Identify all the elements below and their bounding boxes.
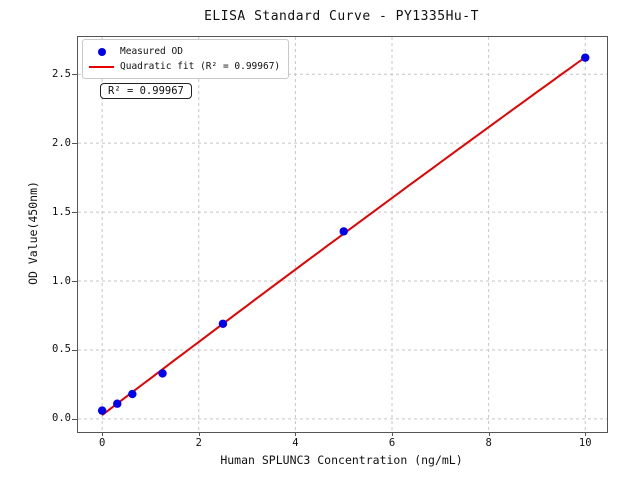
x-tick-label: 8	[485, 437, 492, 449]
plot-area	[77, 36, 608, 433]
y-tick-label: 0.5	[52, 343, 71, 356]
y-tick-label: 2.5	[52, 67, 71, 80]
x-tick-mark	[198, 432, 200, 436]
y-tick-mark	[72, 74, 77, 76]
legend-label-quadratic-fit: Quadratic fit (R² = 0.99967)	[120, 61, 281, 72]
data-point	[339, 227, 348, 236]
y-tick-mark	[72, 212, 77, 214]
x-tick-label: 2	[195, 437, 202, 449]
legend-line-icon	[89, 65, 114, 68]
x-tick-mark	[392, 432, 394, 436]
x-tick-label: 10	[578, 437, 592, 449]
legend-marker-cell	[83, 47, 120, 56]
y-tick-label: 1.5	[52, 205, 71, 218]
y-tick-label: 2.0	[52, 136, 71, 149]
data-point	[97, 406, 107, 415]
quadratic-fit-line	[101, 56, 586, 416]
r-squared-annotation: R² = 0.99967	[100, 83, 192, 99]
plot-canvas	[78, 37, 607, 432]
x-tick-mark	[102, 432, 104, 436]
y-axis-label: OD Value(450nm)	[26, 181, 40, 285]
x-axis-label: Human SPLUNC3 Concentration (ng/mL)	[220, 453, 463, 467]
data-point	[128, 389, 137, 399]
y-tick-label: 1.0	[52, 274, 71, 287]
chart-title: ELISA Standard Curve - PY1335Hu-T	[204, 9, 479, 24]
y-tick-mark	[72, 418, 77, 420]
x-tick-mark	[295, 432, 297, 436]
y-tick-mark	[72, 281, 77, 283]
legend-marker-cell	[83, 65, 120, 68]
data-point	[581, 53, 590, 62]
x-tick-mark	[585, 432, 587, 436]
y-tick-label: 0.0	[52, 412, 71, 425]
y-tick-mark	[72, 143, 77, 145]
legend-item-quadratic-fit: Quadratic fit (R² = 0.99967)	[83, 59, 280, 74]
legend-dot-icon	[97, 47, 106, 56]
x-tick-mark	[488, 432, 490, 436]
data-point	[158, 369, 167, 378]
x-tick-label: 4	[292, 437, 299, 449]
legend-label-measured-od: Measured OD	[120, 46, 183, 57]
legend-item-measured-od: Measured OD	[83, 44, 280, 59]
legend: Measured OD Quadratic fit (R² = 0.99967)	[82, 39, 290, 79]
data-point	[113, 399, 122, 408]
x-tick-label: 6	[388, 437, 396, 449]
y-tick-mark	[72, 349, 77, 351]
data-point	[218, 319, 228, 328]
x-tick-label: 0	[98, 437, 106, 449]
